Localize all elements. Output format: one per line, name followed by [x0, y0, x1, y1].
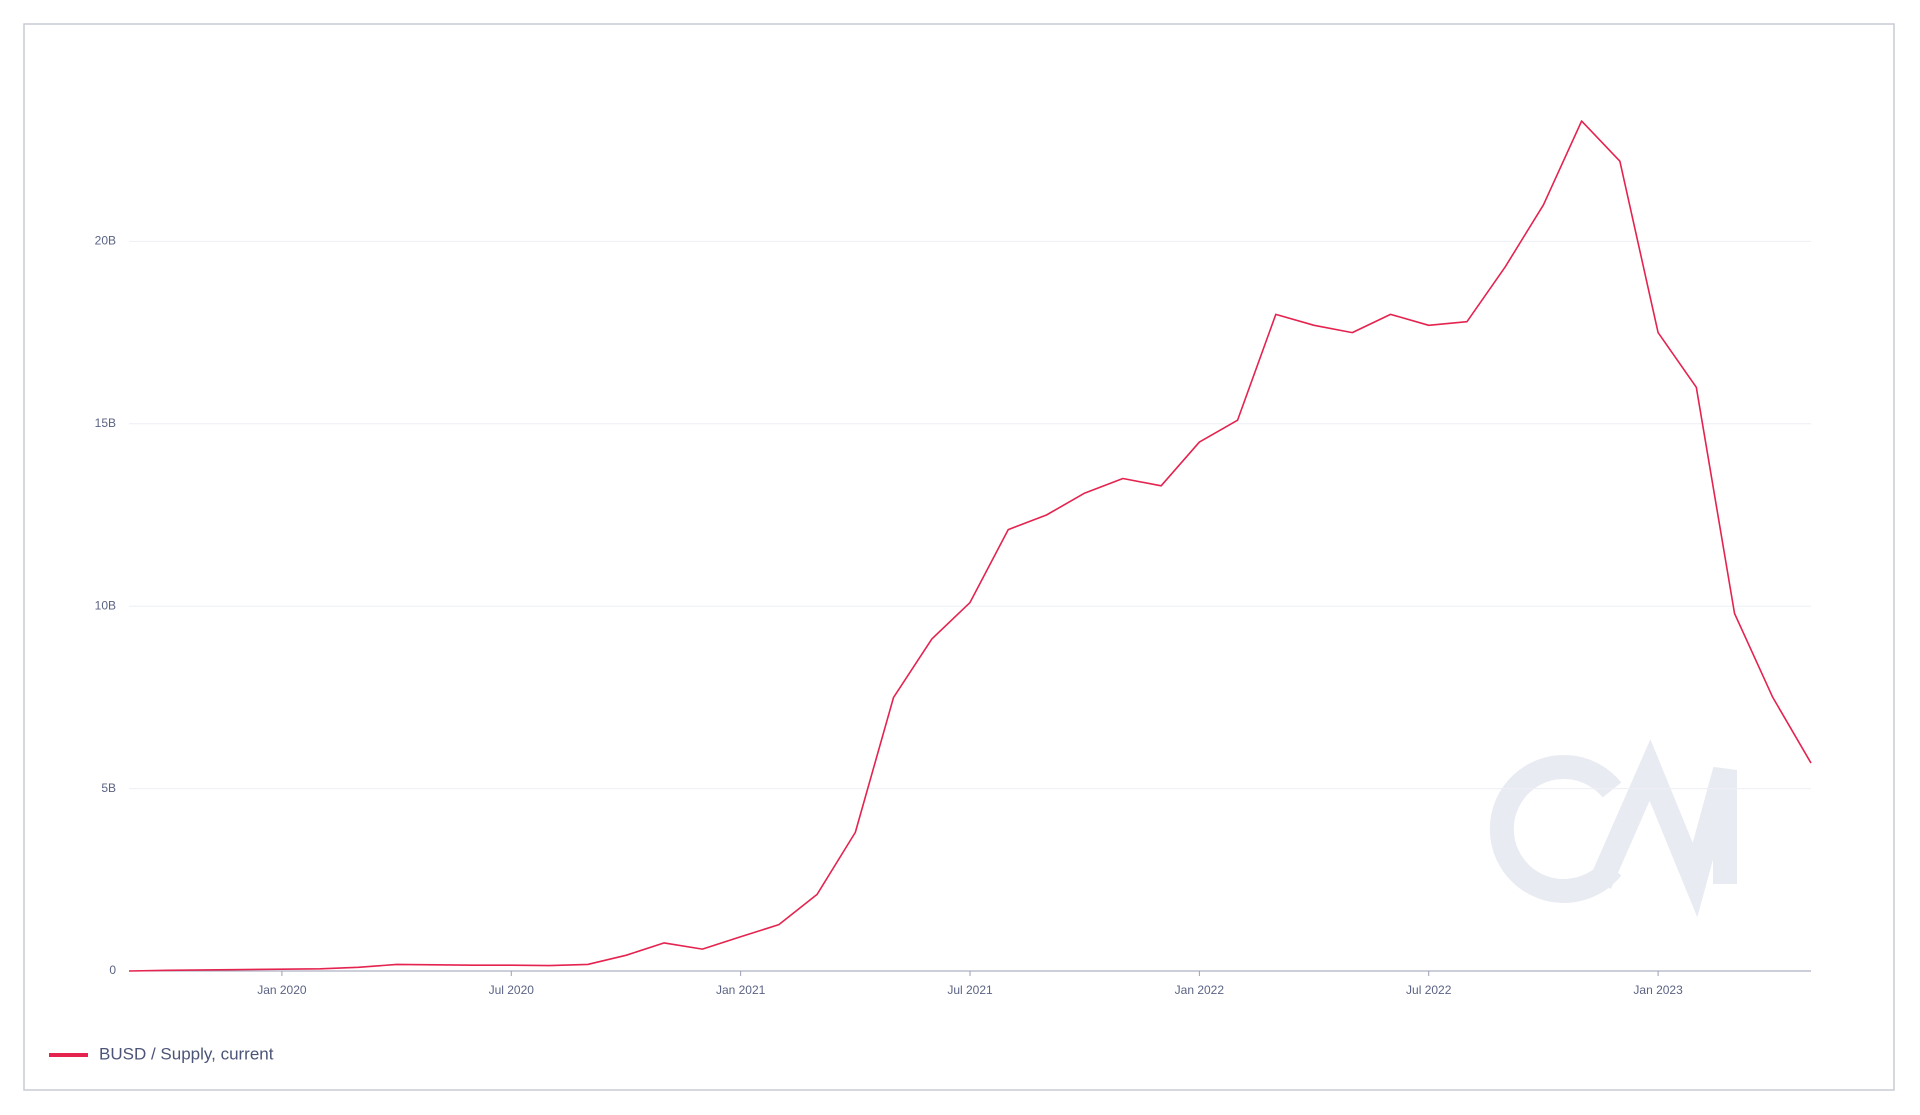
watermark	[1489, 739, 1737, 918]
watermark-m	[1589, 739, 1737, 918]
y-tick-label: 0	[109, 963, 116, 977]
y-tick-label: 20B	[95, 234, 116, 248]
x-tick-label: Jan 2020	[257, 983, 307, 997]
y-tick-label: 15B	[95, 416, 116, 430]
y-tick-label: 5B	[101, 781, 116, 795]
x-tick-label: Jul 2020	[489, 983, 535, 997]
data-line	[128, 120, 1812, 972]
legend-label: BUSD / Supply, current	[99, 1044, 274, 1063]
x-tick-label: Jul 2021	[947, 983, 993, 997]
watermark-c	[1489, 755, 1622, 903]
x-tick-label: Jan 2021	[716, 983, 766, 997]
x-tick-label: Jan 2022	[1175, 983, 1225, 997]
x-tick-label: Jul 2022	[1406, 983, 1452, 997]
x-tick-label: Jan 2023	[1633, 983, 1683, 997]
y-tick-label: 10B	[95, 598, 116, 612]
frame	[23, 23, 1895, 1091]
